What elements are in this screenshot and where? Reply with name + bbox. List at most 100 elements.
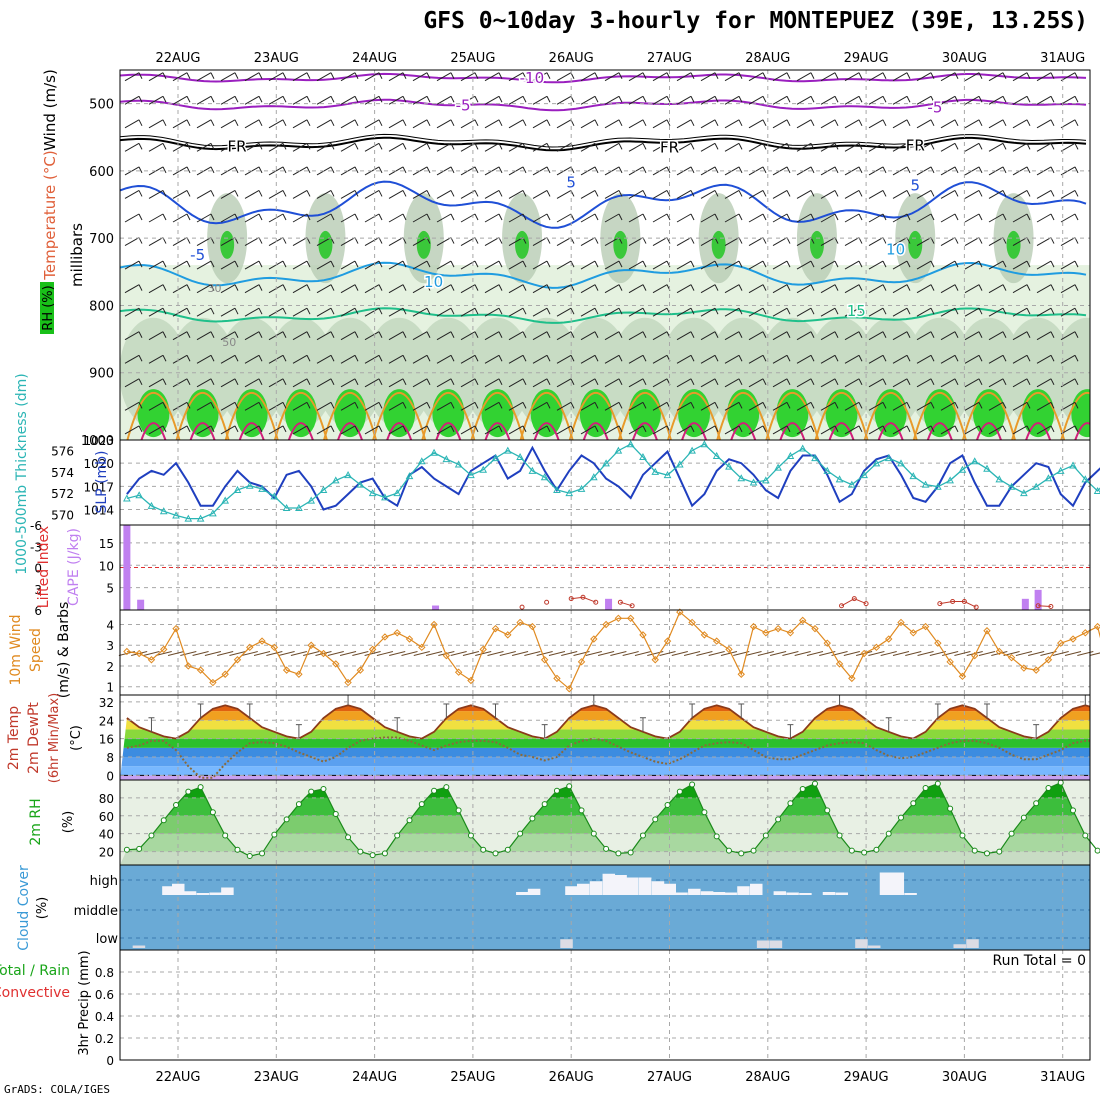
- wind-barb: [484, 190, 500, 199]
- wind-barb-flag: [1050, 378, 1055, 386]
- wind-barb: [292, 260, 308, 270]
- wind-barb: [772, 213, 788, 223]
- rh-marker: [185, 788, 192, 795]
- wind-barb-flag: [378, 284, 383, 291]
- wind-speed-marker: [491, 624, 500, 633]
- wind-barb: [196, 213, 212, 223]
- wind-speed-marker: [528, 622, 537, 631]
- wind-barb-flag: [546, 166, 551, 174]
- wind-barb: [604, 190, 620, 199]
- lifted-index-point: [629, 603, 635, 609]
- date-label-top: 25AUG: [450, 51, 495, 66]
- wind-barb-flag: [522, 307, 527, 315]
- wind-barb-flag: [618, 96, 623, 103]
- temp-contour-20: [1060, 392, 1090, 440]
- wind-barb: [580, 119, 596, 129]
- wind-barb-flag: [1050, 143, 1055, 150]
- wind-barb-flag: [1074, 284, 1079, 291]
- wind-barb-flag: [210, 96, 215, 103]
- contour-label: -5: [190, 246, 205, 264]
- rh-contour-label: 50: [222, 336, 236, 349]
- wind-barb-flag: [738, 166, 743, 174]
- wind-barb-flag: [642, 96, 647, 103]
- wind-barb-flag: [690, 190, 695, 197]
- temp-contour-20: [716, 392, 771, 440]
- surface-wind-barb: [843, 651, 860, 657]
- high-cloud-bar: [904, 893, 917, 895]
- wind-speed-marker: [577, 658, 586, 666]
- thickness-marker: [848, 480, 856, 488]
- wind-barb-flag: [738, 284, 743, 291]
- wind-barb-flag: [378, 378, 383, 386]
- wind-barb: [220, 260, 236, 270]
- wind-barb: [460, 354, 476, 364]
- wind-barb: [748, 190, 764, 199]
- wind-barb-flag: [1074, 96, 1079, 103]
- wind-barb-flag: [858, 331, 863, 338]
- precip-frame: [119, 949, 1091, 1061]
- wind-barb-flag: [378, 331, 383, 338]
- surface-wind-barb: [229, 651, 246, 657]
- wind-barb: [292, 95, 308, 105]
- wind-barb-flag: [642, 355, 647, 362]
- wind-barb-flag: [954, 355, 959, 362]
- wind-barb-flag: [954, 72, 959, 79]
- wind-barb-flag: [666, 213, 671, 221]
- wind-speed-marker: [332, 660, 340, 668]
- contour-label: FR: [906, 136, 925, 154]
- wind-barb: [868, 378, 884, 388]
- wind-barb: [124, 260, 140, 270]
- thickness-marker: [295, 503, 303, 511]
- wind-barb: [724, 72, 740, 82]
- wind-barb: [388, 284, 404, 294]
- wind-barb-flag: [522, 402, 527, 409]
- high-cloud-bar: [527, 888, 541, 895]
- wind-barb: [724, 307, 740, 317]
- wind-barb-flag: [1002, 260, 1007, 268]
- ylabel-2m-dewpt: 2m DewPt: [26, 702, 42, 774]
- surface-wind-barb: [499, 651, 516, 657]
- wind-barb: [844, 284, 860, 294]
- wind-barb-flag: [378, 307, 383, 315]
- surface-wind-barb: [954, 651, 971, 657]
- wind-barb-flag: [282, 307, 287, 315]
- wind-barb: [1060, 142, 1076, 152]
- wind-barb-flag: [1074, 307, 1079, 315]
- wind-barb-flag: [786, 166, 791, 174]
- wind-barb-flag: [978, 213, 983, 221]
- wind-barb-flag: [546, 72, 551, 79]
- wind-speed-marker: [1032, 666, 1040, 674]
- wind-barb-flag: [882, 166, 887, 174]
- cloud-level-label: low: [96, 932, 119, 947]
- wind-barb-flag: [546, 213, 551, 221]
- wind-barb-flag: [786, 355, 791, 362]
- temp-contour-20: [519, 392, 574, 440]
- wind-barb: [892, 119, 908, 129]
- surface-wind-barb: [413, 651, 430, 657]
- wind-barb-flag: [138, 119, 143, 127]
- wind-speed-marker: [737, 670, 745, 678]
- wind-barb: [868, 401, 884, 411]
- wind-barb: [700, 284, 716, 294]
- slp-tick-label: 1020: [83, 457, 114, 471]
- thickness-marker: [540, 473, 549, 481]
- wind-barb-flag: [282, 284, 287, 291]
- wind-barb-flag: [594, 331, 599, 338]
- wind-barb: [940, 72, 956, 82]
- wind-barb: [292, 354, 308, 364]
- wind-barb: [700, 142, 716, 152]
- wind-barb: [724, 95, 740, 105]
- rh-marker: [308, 788, 315, 795]
- wind-speed-marker: [663, 637, 672, 645]
- wind-barb: [868, 190, 884, 199]
- wind-barb: [676, 142, 692, 152]
- temp-contour-20: [421, 392, 476, 440]
- wind-barb: [700, 72, 716, 82]
- wind-barb-flag: [978, 166, 983, 174]
- wind-barb-flag: [762, 213, 767, 221]
- wind-barb-flag: [162, 307, 167, 315]
- wind-barb-flag: [306, 190, 311, 197]
- wind-barb: [244, 307, 260, 317]
- wind-barb: [460, 401, 476, 411]
- date-label-bottom: 29AUG: [844, 1070, 889, 1085]
